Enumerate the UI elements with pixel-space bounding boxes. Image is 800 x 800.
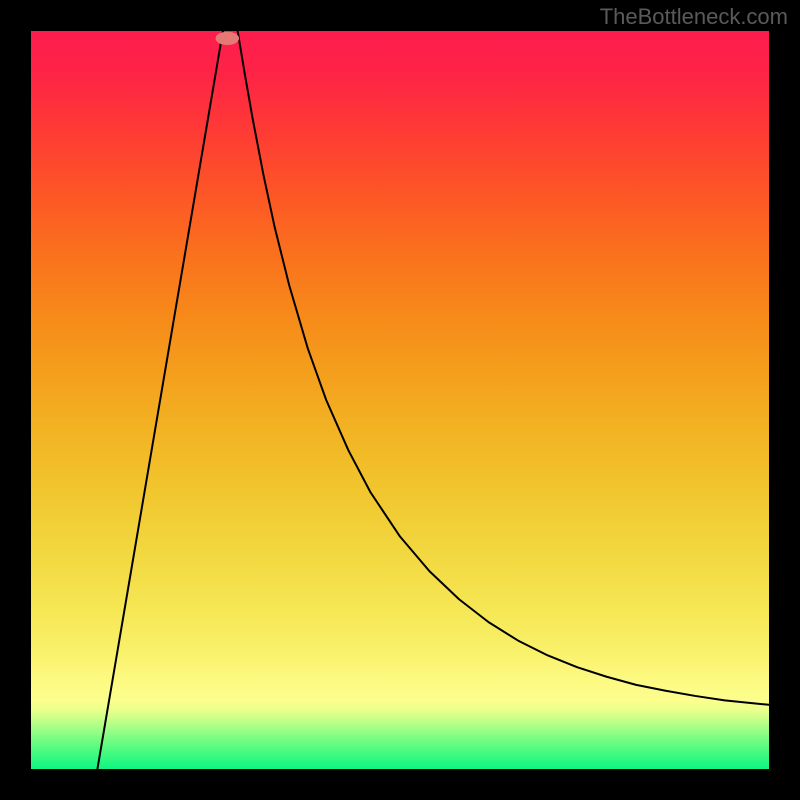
optimum-marker [216,32,240,45]
chart-container: TheBottleneck.com [0,0,800,800]
watermark-text: TheBottleneck.com [600,4,788,30]
chart-svg [0,0,800,800]
plot-background [31,31,769,769]
